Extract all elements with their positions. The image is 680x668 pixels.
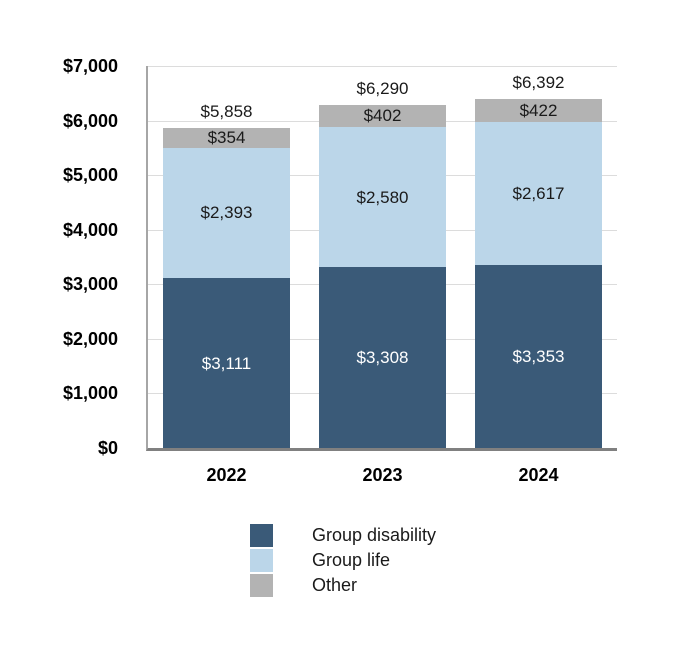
legend-item: Other: [250, 574, 436, 597]
x-tick-label: 2024: [518, 465, 559, 485]
y-tick-label: $3,000: [62, 274, 118, 295]
bar-segment-group-life: $2,580: [319, 126, 446, 268]
legend: Group disability Group life Other: [250, 524, 436, 599]
total-label: $5,858: [200, 102, 253, 122]
segment-label: $3,111: [201, 353, 252, 373]
y-tick-label: $7,000: [62, 56, 118, 76]
y-tick-label: $4,000: [62, 219, 118, 240]
segment-label: $2,580: [356, 187, 409, 207]
legend-item: Group life: [250, 549, 436, 572]
bar-segment-other: $422: [475, 99, 602, 123]
total-label: $6,392: [512, 73, 565, 93]
bar-segment-other: $402: [319, 104, 446, 127]
plot-area: $3,111 $2,393 $354 $5,858 $3,308 $2,580 $402 $6…: [146, 66, 617, 451]
gridline: [148, 66, 617, 67]
segment-label: $422: [519, 101, 558, 121]
y-tick-label: $6,000: [62, 110, 118, 131]
segment-label: $2,617: [512, 184, 565, 204]
legend-label: Group life: [312, 550, 391, 570]
segment-label: $2,393: [200, 203, 253, 223]
y-axis: $0 $1,000 $2,000 $3,000 $4,000 $5,000 $6,000 $7…: [0, 0, 118, 668]
total-label: $6,290: [356, 78, 409, 98]
segment-label: $3,353: [512, 347, 565, 367]
bar-segment-other: $354: [163, 128, 290, 148]
x-tick-label: 2022: [206, 465, 247, 485]
legend-label: Group disability: [312, 525, 437, 545]
legend-swatch-other: [250, 574, 273, 597]
y-tick-label: $2,000: [62, 328, 118, 349]
legend-swatch-group-life: [250, 549, 273, 572]
legend-label: Other: [312, 575, 358, 595]
bar-segment-group-disability: $3,308: [319, 267, 446, 448]
bar-segment-group-life: $2,393: [163, 147, 290, 279]
segment-label: $3,308: [356, 348, 409, 368]
y-tick-label: $0: [97, 438, 118, 458]
legend-item: Group disability: [250, 524, 436, 547]
y-tick-label: $1,000: [62, 383, 118, 404]
segment-label: $354: [207, 128, 246, 148]
bar-segment-group-disability: $3,353: [475, 265, 602, 448]
segment-label: $402: [363, 106, 402, 126]
bar-segment-group-disability: $3,111: [163, 278, 290, 448]
legend-swatch-group-disability: [250, 524, 273, 547]
bar-segment-group-life: $2,617: [475, 122, 602, 266]
y-tick-label: $5,000: [62, 165, 118, 186]
x-tick-label: 2023: [362, 465, 403, 485]
